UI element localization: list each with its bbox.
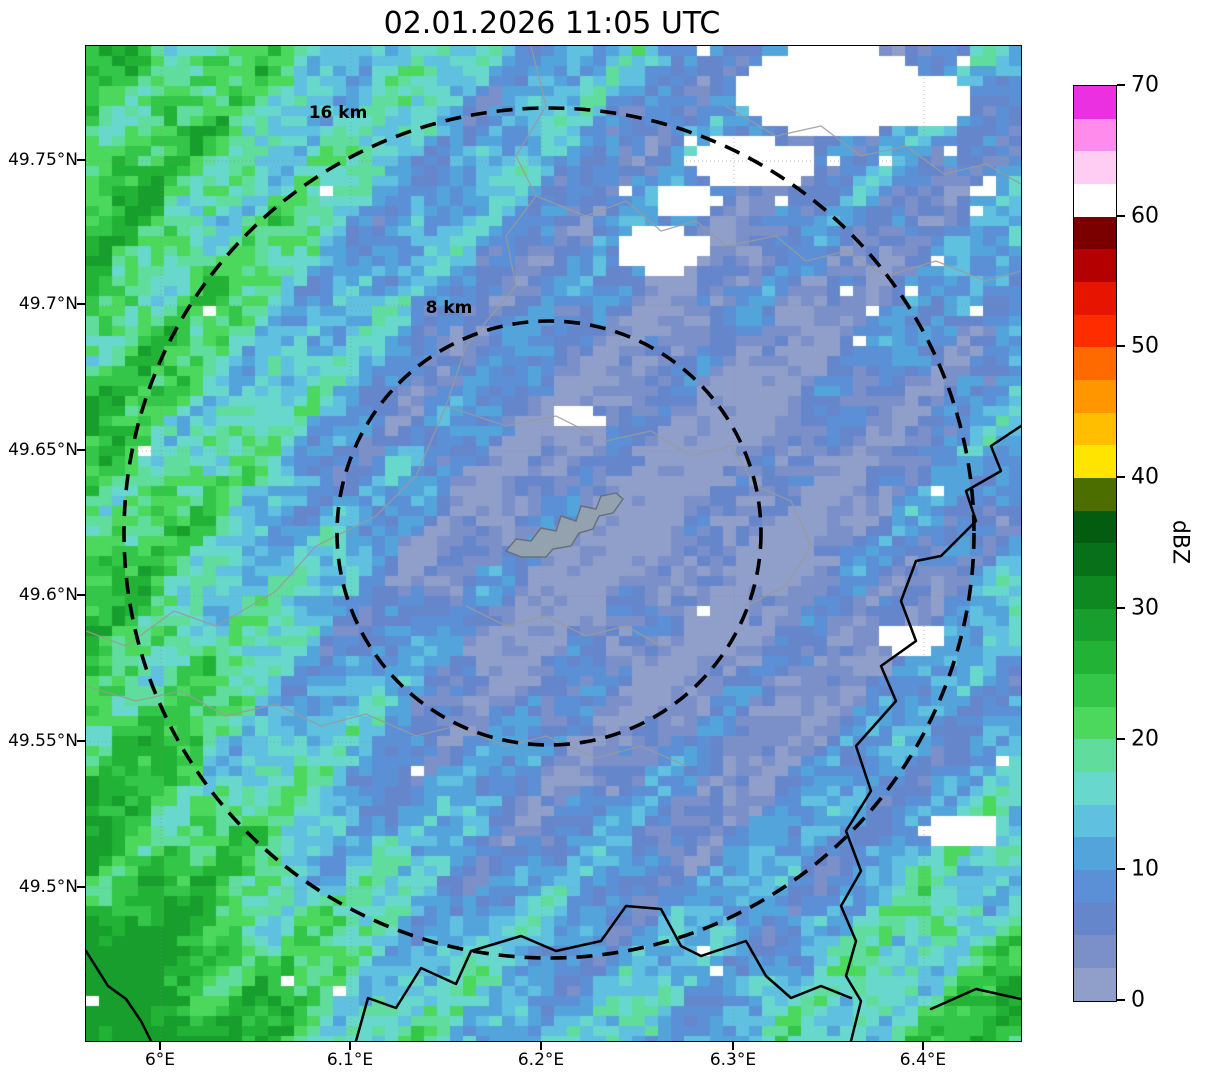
colorbar-segment bbox=[1074, 608, 1116, 642]
lon-axis-tick-mark bbox=[539, 1042, 542, 1050]
colorbar-segment bbox=[1074, 739, 1116, 773]
colorbar-tick-mark bbox=[1117, 476, 1125, 479]
colorbar-axis-label: dBZ bbox=[1167, 519, 1193, 565]
colorbar-tick-label: 50 bbox=[1131, 333, 1159, 359]
colorbar-segment bbox=[1074, 314, 1116, 348]
lat-axis-tick-mark bbox=[77, 594, 85, 597]
colorbar-tick-label: 10 bbox=[1131, 856, 1159, 882]
map-overlay bbox=[86, 46, 1021, 1041]
colorbar-segment bbox=[1074, 412, 1116, 446]
colorbar-tick-label: 30 bbox=[1131, 595, 1159, 621]
lat-axis-tick-mark bbox=[77, 302, 85, 305]
colorbar-segment bbox=[1074, 510, 1116, 544]
lat-tick-label: 49.55°N bbox=[8, 731, 78, 751]
lat-tick-label: 49.5°N bbox=[18, 876, 78, 897]
colorbar-segment bbox=[1074, 968, 1116, 1001]
lat-axis-tick-mark bbox=[77, 448, 85, 451]
lon-axis-tick-mark bbox=[348, 1042, 351, 1050]
colorbar-segment bbox=[1074, 478, 1116, 511]
colorbar-tick-label: 70 bbox=[1131, 72, 1159, 98]
lon-tick-label: 6.1°E bbox=[326, 1050, 374, 1070]
lat-tick-label: 49.75°N bbox=[8, 150, 78, 171]
colorbar-segment bbox=[1074, 249, 1116, 283]
lon-axis-tick-mark bbox=[731, 1042, 734, 1050]
lat-tick-label: 49.7°N bbox=[18, 293, 78, 314]
lon-axis-tick-mark bbox=[158, 1042, 161, 1050]
country-border-line bbox=[354, 904, 853, 1041]
colorbar-tick-label: 0 bbox=[1131, 987, 1145, 1013]
admin-border-line bbox=[725, 105, 1021, 185]
admin-border-line bbox=[445, 405, 812, 607]
colorbar-tick-mark bbox=[1117, 606, 1125, 609]
country-border-line bbox=[929, 987, 1021, 1011]
colorbar-tick-label: 20 bbox=[1131, 726, 1159, 752]
colorbar-segment bbox=[1074, 641, 1116, 675]
colorbar-segment bbox=[1074, 151, 1116, 185]
lat-axis-tick-mark bbox=[77, 159, 85, 162]
country-border-line bbox=[86, 949, 153, 1041]
colorbar-segment bbox=[1074, 347, 1116, 381]
admin-border-line bbox=[86, 685, 687, 767]
colorbar-tick-mark bbox=[1117, 868, 1125, 871]
admin-border-line bbox=[86, 46, 547, 647]
lon-tick-label: 6.2°E bbox=[517, 1050, 565, 1070]
lat-tick-label: 49.6°N bbox=[18, 585, 78, 606]
colorbar-segment bbox=[1074, 804, 1116, 838]
colorbar-segment bbox=[1074, 118, 1116, 152]
colorbar-tick-mark bbox=[1117, 214, 1125, 217]
colorbar-segment bbox=[1074, 184, 1116, 217]
country-border-line bbox=[839, 424, 1021, 1041]
colorbar-tick-label: 60 bbox=[1131, 203, 1159, 229]
colorbar-tick-mark bbox=[1117, 737, 1125, 740]
colorbar-segment bbox=[1074, 576, 1116, 609]
lon-tick-label: 6.4°E bbox=[899, 1050, 947, 1070]
colorbar-segment bbox=[1074, 216, 1116, 250]
lon-tick-label: 6°E bbox=[144, 1050, 176, 1070]
colorbar-segment bbox=[1074, 674, 1116, 707]
colorbar-segment bbox=[1074, 86, 1116, 119]
lat-tick-label: 49.65°N bbox=[8, 439, 78, 460]
colorbar-segment bbox=[1074, 282, 1116, 315]
colorbar-tick-mark bbox=[1117, 999, 1125, 1001]
colorbar-segment bbox=[1074, 380, 1116, 413]
colorbar bbox=[1073, 85, 1117, 1002]
lon-tick-label: 6.3°E bbox=[709, 1050, 757, 1070]
range-ring-8km bbox=[335, 319, 763, 747]
colorbar-segment bbox=[1074, 543, 1116, 577]
colorbar-tick-label: 40 bbox=[1131, 464, 1159, 490]
colorbar-tick-mark bbox=[1117, 345, 1125, 348]
range-ring-label-16km: 16 km bbox=[308, 103, 368, 123]
radar-map: 16 km 8 km bbox=[85, 45, 1022, 1042]
lat-axis-tick-mark bbox=[77, 740, 85, 742]
colorbar-segment bbox=[1074, 902, 1116, 936]
lon-axis-tick-mark bbox=[921, 1042, 924, 1050]
range-ring-16km bbox=[122, 106, 976, 960]
colorbar-tick-mark bbox=[1117, 84, 1125, 86]
admin-border-line bbox=[535, 195, 1021, 282]
colorbar-segment bbox=[1074, 706, 1116, 740]
colorbar-segment bbox=[1074, 837, 1116, 871]
colorbar-segment bbox=[1074, 445, 1116, 479]
airport-outline bbox=[504, 492, 625, 558]
admin-border-line bbox=[465, 605, 662, 647]
plot-title: 02.01.2026 11:05 UTC bbox=[383, 6, 721, 41]
lat-axis-tick-mark bbox=[77, 885, 85, 888]
colorbar-segment bbox=[1074, 772, 1116, 805]
colorbar-segment bbox=[1074, 870, 1116, 903]
range-ring-label-8km: 8 km bbox=[425, 298, 473, 318]
colorbar-segment bbox=[1074, 935, 1116, 969]
